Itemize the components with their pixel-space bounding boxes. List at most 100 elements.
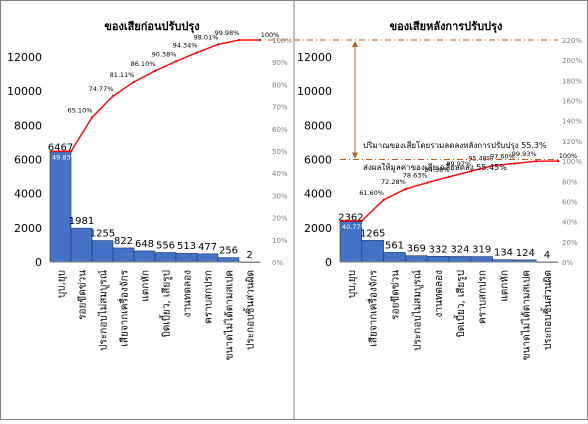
y-tick-label: 10000 <box>297 85 332 98</box>
bar-value-label: 477 <box>198 242 217 253</box>
category-label: เสียจากเครื่องจักร <box>366 269 380 346</box>
y2-tick-label: 50% <box>272 148 288 156</box>
category-label: เสียจากเครื่องจักร <box>117 269 131 346</box>
cumulative-point <box>258 38 262 42</box>
y2-tick-label: 40% <box>272 170 288 178</box>
cumulative-point <box>556 159 560 163</box>
y-tick-label: 0 <box>325 256 332 269</box>
bar <box>133 250 156 263</box>
cumulative-point <box>535 159 538 163</box>
y2-tick-label: 20% <box>562 239 578 247</box>
category-label: ขนาดไม่ได้ตามสเปค <box>520 270 532 360</box>
category-label: รอยขีดข่วน <box>77 270 89 320</box>
bar-value-label: 561 <box>385 240 404 251</box>
cumulative-point <box>90 116 94 119</box>
bar-value-label: 2 <box>246 250 252 261</box>
category-label: แตกหัก <box>500 270 511 302</box>
cumulative-point <box>426 181 429 184</box>
reduction-arrow-head-up <box>352 41 358 47</box>
bar-value-label: 256 <box>219 246 238 257</box>
bar <box>175 252 198 263</box>
y2-tick-label: 180% <box>562 77 582 85</box>
cumulative-percent-label: 99.98% <box>215 29 240 37</box>
category-label: ประกอบไม่สมบูรณ์ <box>411 270 423 351</box>
bar <box>448 256 472 263</box>
cumulative-percent-label: 99.93% <box>512 150 537 158</box>
cumulative-percent-label: 49.83% <box>52 153 77 161</box>
y2-tick-label: 40% <box>562 219 578 227</box>
y2-tick-label: 70% <box>272 104 288 112</box>
y2-tick-label: 220% <box>562 37 582 45</box>
y2-tick-label: 0% <box>272 259 283 267</box>
bar <box>470 256 493 263</box>
y2-tick-label: 100% <box>272 37 292 45</box>
cumulative-percent-label: 94.34% <box>173 42 198 50</box>
cumulative-percent-label: 74.77% <box>89 85 114 93</box>
bar-value-label: 513 <box>177 241 196 252</box>
cumulative-percent-label: 72.28% <box>381 178 406 186</box>
y2-tick-label: 80% <box>272 81 288 89</box>
cumulative-point <box>382 198 385 202</box>
bar-value-label: 319 <box>472 245 491 256</box>
y2-tick-label: 0% <box>562 259 573 267</box>
bar <box>91 240 114 263</box>
bar-value-label: 1265 <box>360 228 385 239</box>
category-label: บิดเบี้ยว, เสียรูป <box>453 270 467 338</box>
category-label: คราบสกปรก <box>204 270 215 324</box>
category-label: ประกอบชิ้นส่วนผิด <box>540 270 554 350</box>
y2-tick-label: 120% <box>562 138 582 146</box>
bar-value-label: 2362 <box>338 213 363 224</box>
cumulative-point <box>237 38 241 42</box>
y2-tick-label: 30% <box>272 192 288 200</box>
category-label: บิดเบี้ยว, เสียรูป <box>159 270 173 338</box>
y2-tick-label: 20% <box>272 215 288 223</box>
y2-tick-label: 90% <box>272 59 288 67</box>
cumulative-percent-label: 78.63% <box>403 172 428 180</box>
y2-tick-label: 60% <box>562 198 578 206</box>
bar <box>49 151 72 263</box>
category-label: แตกหัก <box>141 270 152 302</box>
bar <box>112 247 135 263</box>
cumulative-point <box>360 219 363 223</box>
chart-before-title: ของเสียก่อนปรับปรุง <box>104 20 199 34</box>
bar <box>217 257 240 263</box>
y-tick-label: 4000 <box>304 188 332 201</box>
bar <box>361 240 384 263</box>
cumulative-point <box>195 51 199 54</box>
category-label: งานทดลอง <box>434 270 445 318</box>
reduction-arrow-head-down <box>352 152 358 159</box>
bar-value-label: 369 <box>407 244 426 255</box>
cumulative-percent-label: 61.60% <box>359 189 384 197</box>
category-label: บุบ,ยุบ <box>57 270 68 298</box>
y-tick-label: 2000 <box>304 222 332 235</box>
category-label: คราบสกปรก <box>478 270 489 324</box>
y-tick-label: 6000 <box>14 154 42 167</box>
bar-value-label: 6467 <box>48 143 73 154</box>
bar-value-label: 124 <box>516 248 535 259</box>
cumulative-percent-label: 84.38% <box>425 166 450 174</box>
cumulative-percent-label: 40.77% <box>342 223 367 231</box>
cumulative-percent-label: 86.10% <box>131 60 156 68</box>
category-label: ขนาดไม่ได้ตามสเปค <box>224 270 236 360</box>
cumulative-percent-label: 100% <box>559 152 578 160</box>
y2-tick-label: 10% <box>272 237 288 245</box>
y-tick-label: 2000 <box>14 222 42 235</box>
bar-value-label: 332 <box>429 244 448 255</box>
bar-value-label: 1981 <box>69 216 94 227</box>
cumulative-point <box>111 94 115 98</box>
reduction-annotation-text: ส่งผลให้มูลค่าของเสียเฉลี่ยลดลง 55.45% <box>363 161 507 173</box>
cumulative-point <box>69 150 73 153</box>
category-label: งานทดลอง <box>183 270 194 318</box>
cumulative-point <box>174 60 178 63</box>
cumulative-percent-label: 95.48% <box>468 155 493 163</box>
y-tick-label: 8000 <box>14 119 42 132</box>
cumulative-point <box>491 164 494 167</box>
cumulative-percent-label: 100% <box>261 31 280 39</box>
bar-value-label: 648 <box>135 239 154 250</box>
bar-value-label: 324 <box>450 244 469 255</box>
bar <box>196 253 219 263</box>
y2-tick-label: 140% <box>562 118 582 126</box>
y-tick-label: 10000 <box>7 85 42 98</box>
